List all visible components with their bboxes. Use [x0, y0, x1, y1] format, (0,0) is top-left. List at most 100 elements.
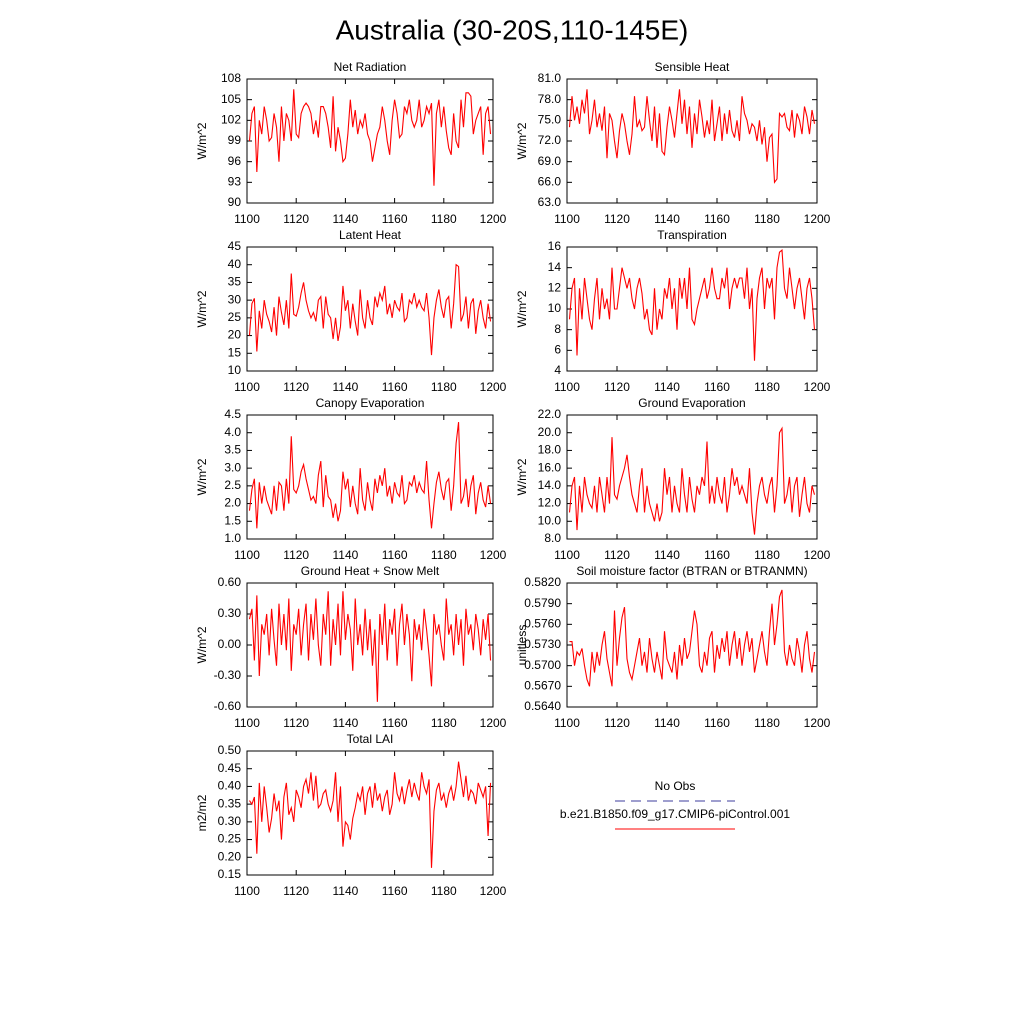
y-tick-label: 6 — [554, 343, 561, 357]
plot-frame — [566, 78, 818, 204]
y-axis-label: W/m^2 — [195, 290, 209, 327]
x-tick-label: 1200 — [804, 548, 831, 562]
y-tick-label: 0.30 — [218, 606, 242, 620]
panel-title: Ground Heat + Snow Melt — [301, 564, 440, 578]
plot-frame — [566, 582, 818, 708]
x-tick-label: 1200 — [480, 212, 507, 226]
panel-title: Latent Heat — [339, 228, 402, 242]
y-tick-label: 14 — [548, 260, 562, 274]
x-tick-label: 1140 — [654, 548, 680, 562]
y-tick-label: 0.45 — [218, 761, 242, 775]
x-tick-label: 1180 — [754, 380, 780, 394]
data-line — [248, 263, 492, 356]
panel-title: Ground Evaporation — [638, 396, 745, 410]
y-tick-label: 0.30 — [218, 814, 242, 828]
panel: Ground Evaporation W/m^2 8.0 10.0 12.0 14.0 16… — [515, 396, 830, 562]
x-tick-label: 1100 — [234, 884, 260, 898]
x-tick-label: 1160 — [382, 884, 408, 898]
y-tick-label: 3.0 — [224, 460, 241, 474]
main-title: Australia (30-20S,110-145E) — [336, 14, 689, 45]
data-line — [568, 89, 816, 184]
y-tick-label: 10 — [548, 301, 562, 315]
y-tick-label: 4.5 — [224, 407, 241, 421]
y-tick-label: 4.0 — [224, 425, 241, 439]
y-tick-label: 18.0 — [538, 443, 562, 457]
legend: No Obs b.e21.B1850.f09_g17.CMIP6-piContro… — [560, 779, 790, 830]
x-tick-label: 1180 — [431, 212, 457, 226]
y-tick-label: 20.0 — [538, 425, 562, 439]
x-tick-label: 1180 — [754, 212, 780, 226]
x-tick-label: 1160 — [704, 212, 730, 226]
panel: Ground Heat + Snow Melt W/m^2 -0.60 -0.30 0.… — [195, 564, 506, 730]
legend-label: No Obs — [655, 779, 696, 793]
y-tick-label: 10 — [228, 363, 242, 377]
x-tick-label: 1120 — [604, 380, 630, 394]
legend-label: b.e21.B1850.f09_g17.CMIP6-piControl.001 — [560, 807, 790, 821]
panel: Canopy Evaporation W/m^2 1.0 1.5 2.0 2.5 3.0 3.… — [195, 396, 506, 562]
x-tick-label: 1140 — [332, 380, 358, 394]
y-tick-label: 45 — [228, 239, 242, 253]
panel-title: Sensible Heat — [655, 60, 730, 74]
x-tick-label: 1180 — [431, 716, 457, 730]
panel: Net Radiation W/m^2 90 93 96 99 102 105 108 1100 1… — [195, 60, 506, 226]
x-tick-label: 1200 — [480, 548, 507, 562]
y-tick-label: 0.00 — [218, 637, 242, 651]
x-tick-label: 1120 — [283, 716, 309, 730]
x-tick-label: 1140 — [654, 380, 680, 394]
y-tick-label: 99 — [228, 133, 242, 147]
panel: Soil moisture factor (BTRAN or BTRANMN) u… — [515, 564, 830, 730]
x-tick-label: 1180 — [754, 548, 780, 562]
x-tick-label: 1140 — [332, 548, 358, 562]
plot-frame — [246, 582, 494, 708]
y-tick-label: 0.5670 — [524, 679, 561, 693]
x-tick-label: 1160 — [704, 548, 730, 562]
panel-title: Total LAI — [347, 732, 394, 746]
y-tick-label: 66.0 — [538, 175, 562, 189]
y-tick-label: 10.0 — [538, 513, 562, 527]
y-tick-label: 0.15 — [218, 867, 242, 881]
y-tick-label: 0.5700 — [524, 658, 561, 672]
x-tick-label: 1160 — [382, 380, 408, 394]
panel: Transpiration W/m^2 4 6 8 10 12 14 16 1100 1120 114… — [515, 228, 830, 394]
x-tick-label: 1200 — [480, 884, 507, 898]
x-tick-label: 1160 — [704, 716, 730, 730]
x-tick-label: 1200 — [804, 212, 831, 226]
plot-frame — [246, 750, 494, 876]
y-tick-label: 108 — [221, 71, 241, 85]
x-tick-label: 1140 — [332, 212, 358, 226]
data-line — [248, 422, 492, 529]
x-tick-label: 1200 — [480, 380, 507, 394]
x-tick-label: 1200 — [804, 716, 831, 730]
x-tick-label: 1140 — [654, 212, 680, 226]
y-tick-label: 69.0 — [538, 154, 562, 168]
x-tick-label: 1100 — [554, 716, 580, 730]
x-tick-label: 1120 — [604, 716, 630, 730]
x-tick-label: 1140 — [654, 716, 680, 730]
y-tick-label: 8 — [554, 322, 561, 336]
y-tick-label: 0.50 — [218, 743, 242, 757]
panel: Sensible Heat W/m^2 63.0 66.0 69.0 72.0 75.0 78… — [515, 60, 830, 226]
y-tick-label: 16.0 — [538, 460, 562, 474]
y-tick-label: 72.0 — [538, 133, 562, 147]
x-tick-label: 1120 — [604, 548, 630, 562]
x-tick-label: 1100 — [234, 716, 260, 730]
y-tick-label: 20 — [228, 328, 242, 342]
y-tick-label: 0.35 — [218, 796, 242, 810]
y-tick-label: 93 — [228, 175, 242, 189]
x-tick-label: 1120 — [283, 884, 309, 898]
y-tick-label: 1.5 — [224, 513, 241, 527]
y-tick-label: 8.0 — [544, 531, 561, 545]
data-line — [568, 248, 816, 361]
x-tick-label: 1160 — [382, 548, 408, 562]
x-tick-label: 1140 — [332, 716, 358, 730]
plot-frame — [246, 246, 494, 372]
x-tick-label: 1120 — [283, 380, 309, 394]
y-tick-label: 15 — [228, 345, 242, 359]
x-tick-label: 1100 — [554, 380, 580, 394]
y-tick-label: 0.40 — [218, 779, 242, 793]
y-axis-label: W/m^2 — [195, 458, 209, 495]
x-tick-label: 1180 — [754, 716, 780, 730]
panel: Total LAI m2/m2 0.15 0.20 0.25 0.30 0.35 0.40 0.… — [195, 732, 506, 898]
y-tick-label: 0.5790 — [524, 596, 561, 610]
